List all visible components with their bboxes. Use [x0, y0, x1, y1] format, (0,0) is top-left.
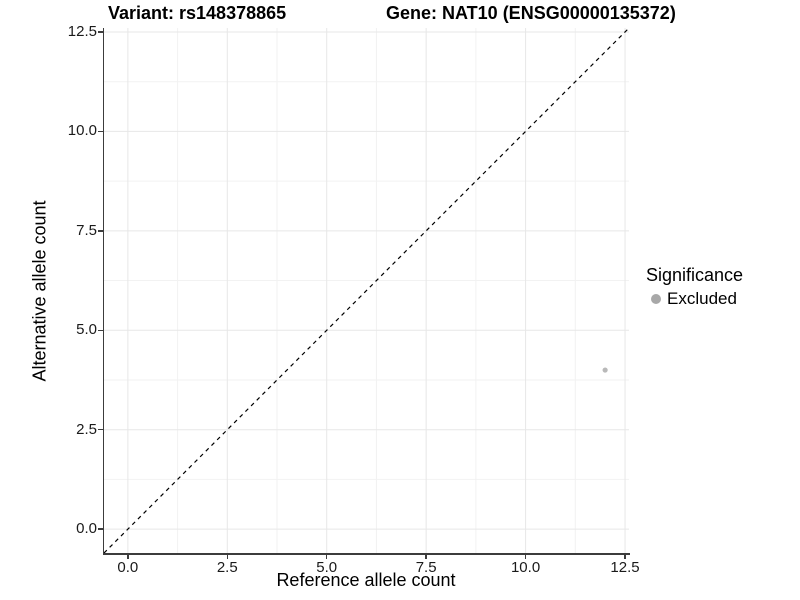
y-axis-title: Alternative allele count [29, 200, 50, 382]
x-tick-label: 10.0 [510, 559, 541, 576]
legend-entry-label: Excluded [667, 289, 737, 308]
x-tick-mark [524, 554, 527, 559]
x-tick-mark [624, 554, 626, 559]
x-axis-title: Reference allele count [276, 570, 456, 590]
legend: Significance Excluded [646, 265, 743, 309]
x-tick-label: 7.5 [415, 559, 437, 576]
y-tick-label: 12.5 [67, 22, 97, 40]
plot-title-gene: Gene: NAT10 (ENSG00000135372) [386, 3, 676, 23]
x-tick-label: 12.5 [610, 559, 640, 576]
x-tick-mark [325, 554, 328, 559]
y-tick-label: 0.0 [76, 520, 97, 538]
plot-panel [103, 27, 630, 554]
y-tick-label: 2.5 [76, 420, 97, 438]
x-tick-mark [425, 554, 427, 559]
y-tick-label: 5.0 [76, 321, 97, 339]
x-axis-line [102, 553, 630, 555]
plot-area-svg [103, 27, 630, 554]
y-tick-mark [98, 528, 103, 530]
x-tick-label: 2.5 [216, 559, 238, 576]
y-tick-label: 7.5 [76, 221, 97, 239]
y-axis-line [102, 28, 104, 555]
y-tick-mark [98, 428, 103, 431]
data-point-excluded [602, 367, 608, 373]
x-tick-mark [127, 554, 129, 559]
legend-entry-excluded: Excluded [646, 289, 743, 309]
y-tick-mark [98, 130, 103, 133]
identity-dashed-line [103, 27, 630, 554]
legend-title: Significance [646, 265, 744, 285]
y-tick-mark [98, 230, 103, 232]
plot-title-variant: Variant: rs148378865 [108, 3, 287, 23]
y-tick-mark [98, 329, 103, 332]
legend-key-dot-icon [651, 294, 661, 304]
x-tick-mark [226, 554, 229, 559]
y-tick-mark [98, 31, 103, 33]
x-tick-label: 0.0 [117, 559, 139, 576]
y-tick-label: 10.0 [67, 122, 97, 140]
x-tick-label: 5.0 [316, 559, 338, 576]
